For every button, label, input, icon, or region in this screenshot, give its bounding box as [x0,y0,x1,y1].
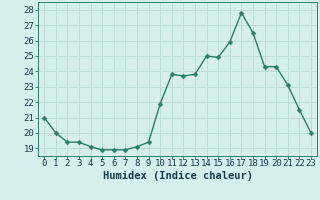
X-axis label: Humidex (Indice chaleur): Humidex (Indice chaleur) [103,171,252,181]
